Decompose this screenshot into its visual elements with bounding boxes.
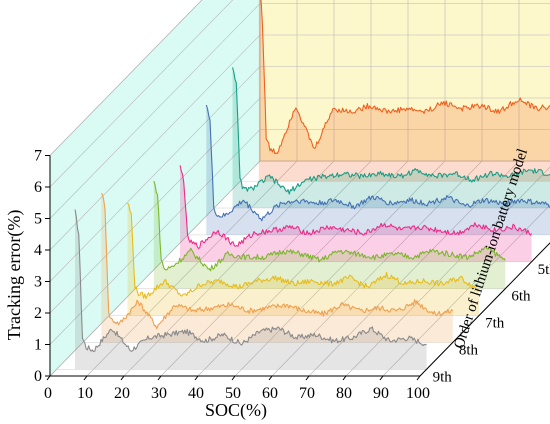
series-area-9th (75, 209, 427, 370)
z-axis-line (419, 242, 550, 377)
x-tick-label: 10 (77, 385, 93, 402)
x-gridline (345, 166, 550, 377)
x-gridline (271, 0, 483, 377)
x-tick-label: 60 (262, 385, 278, 402)
x-tick (120, 375, 125, 381)
x-tick (342, 375, 347, 381)
series-line-9th (74, 209, 427, 353)
x-tick-label: 100 (406, 385, 430, 402)
chart-axes (45, 155, 550, 381)
series-label-6th: 6th (511, 289, 531, 305)
chart-labels: 2nd3rd4th5th6th7th8th9th0102030405060708… (34, 148, 550, 403)
x-tick-label: 20 (114, 385, 130, 402)
x-gridline (197, 0, 409, 377)
y-tick-label: 7 (34, 148, 42, 165)
chart-series (74, 0, 550, 370)
x-tick (46, 375, 51, 381)
x-tick-label: 90 (373, 385, 389, 402)
series-label-8th: 8th (459, 342, 479, 358)
y-axis-title: Tracking error(%) (4, 210, 25, 341)
y-tick-label: 1 (34, 337, 42, 354)
series-area-6th (153, 181, 506, 289)
x-tick (268, 375, 273, 381)
x-gridline (308, 0, 520, 377)
series-area-3rd (232, 67, 550, 209)
series-label-9th: 9th (433, 369, 453, 385)
x-gridline (49, 0, 261, 377)
x-tick (231, 375, 236, 381)
series-line-3rd (232, 67, 550, 195)
x-tick-label: 80 (336, 385, 352, 402)
y-tick-label: 4 (34, 242, 42, 259)
series-line-7th (127, 202, 480, 300)
series-line-6th (153, 180, 506, 272)
series-line-8th (100, 192, 454, 330)
x-axis-title: SOC(%) (205, 400, 267, 421)
y-tick-label: 2 (34, 305, 42, 322)
y-gridline (49, 0, 234, 188)
series-area-5th (180, 165, 532, 262)
series-line-4th (205, 104, 550, 222)
series-area-7th (127, 202, 480, 316)
y-tick-label: 5 (34, 211, 42, 228)
series-line-5th (179, 165, 533, 250)
series-label-5th: 5th (538, 262, 550, 278)
y-tick-label: 3 (34, 274, 42, 291)
y-tick-label: 6 (34, 179, 42, 196)
x-tick (83, 375, 88, 381)
x-tick (416, 375, 421, 381)
x-gridline (123, 0, 335, 377)
y-tick-label: 0 (34, 368, 42, 385)
series-area-2nd (258, 0, 550, 182)
x-tick (379, 375, 384, 381)
x-tick (157, 375, 162, 381)
series-label-7th: 7th (485, 316, 505, 332)
x-tick-label: 50 (225, 385, 241, 402)
x-tick-label: 40 (188, 385, 204, 402)
x-gridline (234, 0, 446, 377)
chart-grid (49, 0, 550, 377)
x-gridline (86, 0, 298, 377)
x-tick (194, 375, 199, 381)
series-area-8th (101, 193, 453, 343)
x-tick (305, 375, 310, 381)
x-tick-label: 70 (299, 385, 315, 402)
series-line-2nd (260, 0, 550, 155)
x-gridline (382, 204, 550, 377)
y-gridline (49, 0, 203, 156)
x-tick-label: 30 (151, 385, 167, 402)
x-tick-label: 0 (44, 385, 52, 402)
